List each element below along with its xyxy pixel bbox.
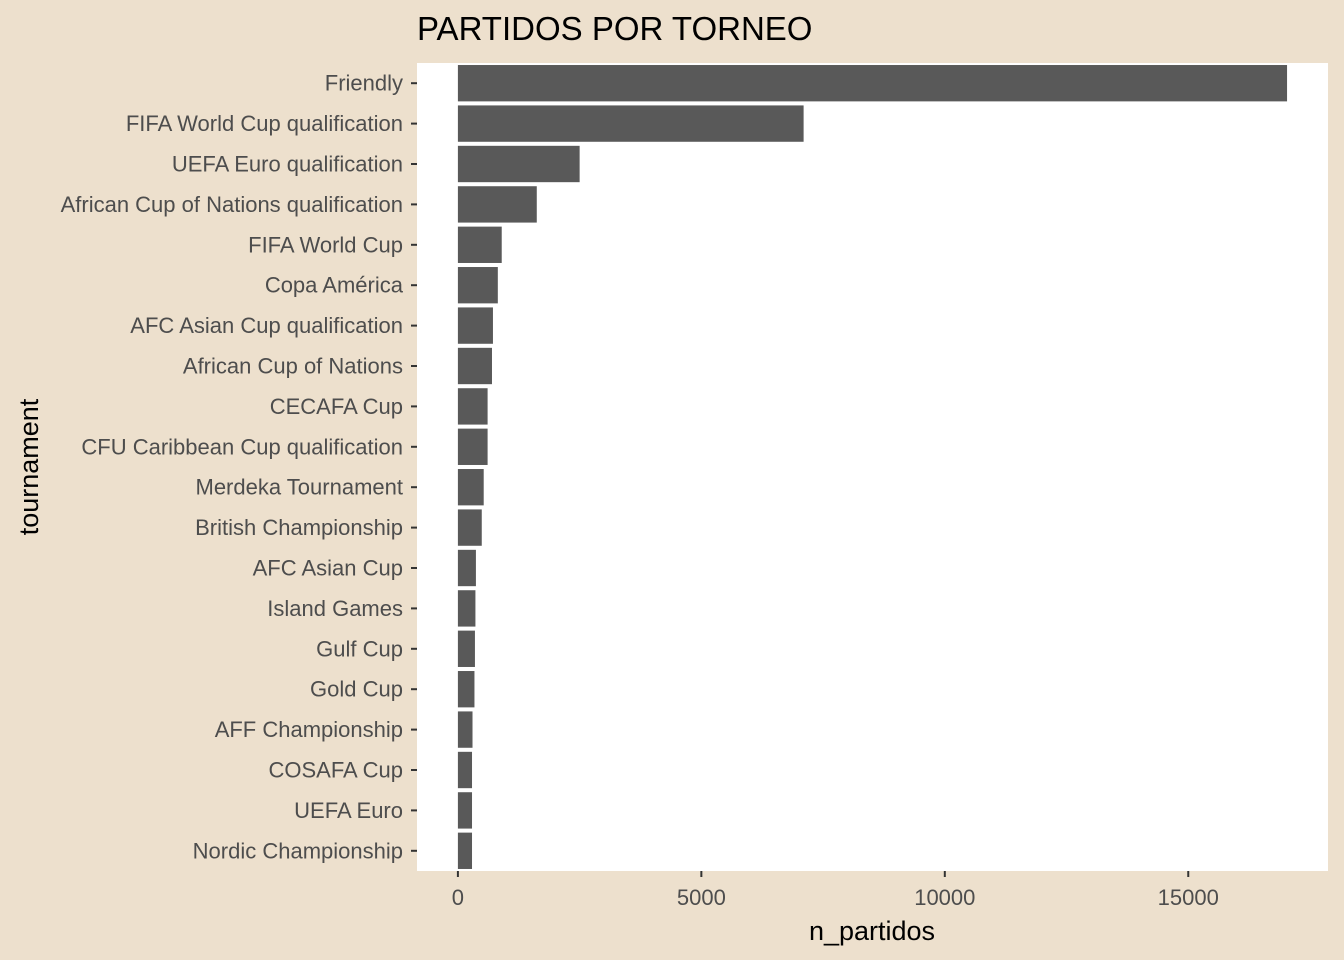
y-tick-label: AFF Championship: [215, 717, 403, 742]
x-axis-title: n_partidos: [809, 916, 935, 946]
bar-12: [457, 549, 476, 587]
y-tick-label: Gold Cup: [310, 677, 403, 702]
y-tick-label: British Championship: [195, 515, 403, 540]
plot-panel: [417, 63, 1328, 871]
y-tick-label: Nordic Championship: [193, 838, 403, 863]
x-axis: 0 5000 10000 15000: [452, 871, 1219, 910]
y-tick-label: UEFA Euro: [294, 798, 403, 823]
y-axis-title: tournament: [14, 398, 44, 535]
chart-title: PARTIDOS POR TORNEO: [417, 10, 812, 47]
bar-0: [457, 65, 1288, 102]
y-axis: Friendly FIFA World Cup qualification UEFA…: [61, 71, 417, 863]
y-tick-label: Island Games: [267, 596, 403, 621]
bar-18: [457, 792, 473, 829]
x-tick-label: 15000: [1158, 885, 1219, 910]
y-tick-label: AFC Asian Cup: [253, 556, 403, 581]
bar-16: [457, 711, 473, 748]
bar-1: [457, 105, 804, 142]
bar-19: [457, 832, 473, 869]
bar-9: [457, 428, 488, 465]
y-tick-label: CECAFA Cup: [270, 394, 403, 419]
bar-10: [457, 469, 484, 506]
y-tick-label: Gulf Cup: [316, 636, 403, 661]
bar-15: [457, 671, 475, 708]
y-tick-label: African Cup of Nations qualification: [61, 192, 403, 217]
bar-13: [457, 590, 476, 627]
y-tick-label: FIFA World Cup qualification: [126, 111, 403, 136]
bar-17: [457, 751, 473, 789]
x-tick-label: 0: [452, 885, 464, 910]
y-tick-label: COSAFA Cup: [268, 758, 403, 783]
bars-layer: [457, 65, 1288, 869]
y-tick-label: African Cup of Nations: [183, 354, 403, 379]
y-tick-label: Merdeka Tournament: [196, 475, 404, 500]
bar-6: [457, 307, 493, 344]
bar-11: [457, 509, 482, 546]
bar-14: [457, 630, 475, 667]
x-tick-label: 10000: [914, 885, 975, 910]
bar-8: [457, 388, 488, 425]
y-tick-label: CFU Caribbean Cup qualification: [81, 434, 403, 459]
bar-4: [457, 226, 502, 263]
bar-3: [457, 186, 537, 223]
bar-5: [457, 267, 498, 304]
y-tick-label: UEFA Euro qualification: [172, 152, 403, 177]
x-tick-label: 5000: [677, 885, 726, 910]
y-tick-label: FIFA World Cup: [248, 232, 403, 257]
y-tick-label: Copa América: [265, 273, 404, 298]
y-tick-label: Friendly: [325, 71, 403, 96]
bar-2: [457, 145, 580, 183]
y-tick-label: AFC Asian Cup qualification: [130, 313, 403, 338]
bar-7: [457, 347, 492, 385]
